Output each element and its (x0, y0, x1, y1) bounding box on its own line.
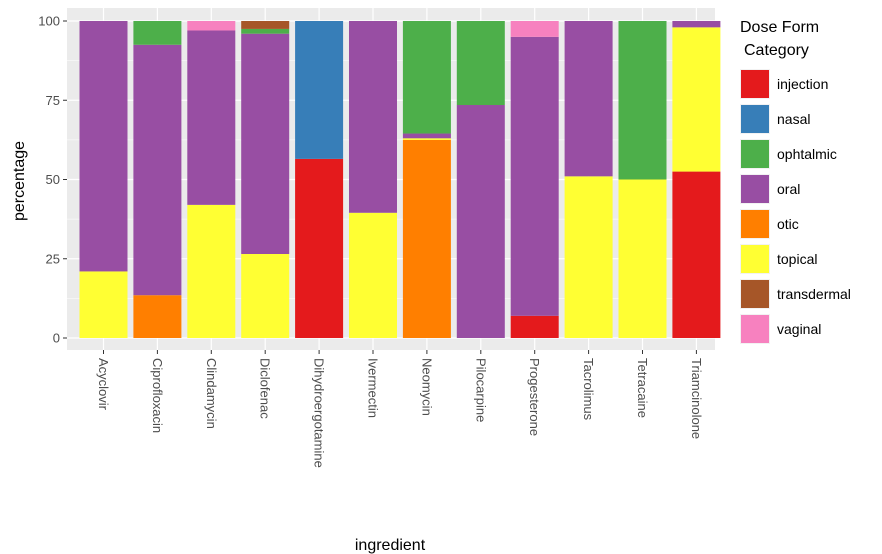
bar-ivermectin-topical (349, 212, 397, 338)
x-tick-label-ivermectin: Ivermectin (366, 358, 381, 418)
legend-swatch-injection (741, 70, 769, 98)
bar-tacrolimus-oral (564, 21, 613, 177)
bar-tetracaine-topical (618, 179, 667, 338)
legend-label-vaginal: vaginal (777, 321, 821, 337)
bar-ciprofloxacin-otic (133, 295, 182, 338)
bar-diclofenac-oral (241, 33, 290, 254)
x-tick-label-ciprofloxacin: Ciprofloxacin (150, 358, 165, 433)
legend-swatch-nasal (741, 105, 769, 133)
bar-diclofenac-ophtalmic (241, 28, 290, 34)
bar-ciprofloxacin-ophtalmic (133, 21, 182, 45)
bar-clindamycin-topical (187, 204, 236, 338)
legend-swatch-otic (741, 210, 769, 238)
bar-pilocarpine-ophtalmic (456, 21, 505, 106)
x-tick-label-clindamycin: Clindamycin (204, 358, 219, 429)
bar-neomycin-oral (402, 133, 451, 139)
y-tick-label: 75 (46, 93, 60, 108)
y-tick-label: 50 (46, 172, 60, 187)
y-tick-label: 100 (38, 14, 60, 29)
x-tick-label-neomycin: Neomycin (419, 358, 434, 416)
x-tick-label-dihydroergotamine: Dihydroergotamine (312, 358, 327, 468)
legend-swatch-vaginal (741, 315, 769, 343)
legend-label-nasal: nasal (777, 111, 810, 127)
legend-label-transdermal: transdermal (777, 286, 851, 302)
legend-items: injection nasal ophtalmic oral otic topical tr… (740, 69, 851, 344)
legend-label-injection: injection (777, 76, 828, 92)
x-tick-label-diclofenac: Diclofenac (258, 358, 273, 419)
legend-swatch-transdermal (741, 280, 769, 308)
x-tick-label-pilocarpine: Pilocarpine (473, 358, 488, 422)
bar-neomycin-otic (402, 139, 451, 338)
bar-progesterone-vaginal (510, 21, 559, 37)
bar-acyclovir-oral (79, 21, 128, 272)
bar-acyclovir-topical (79, 271, 128, 338)
legend-title-line-1: Dose Form (740, 19, 819, 36)
y-axis-title: percentage (11, 141, 28, 221)
x-tick-label-tetracaine: Tetracaine (635, 358, 650, 418)
x-axis-title: ingredient (355, 537, 426, 554)
bar-ivermectin-oral (349, 21, 397, 213)
y-tick-label: 0 (53, 331, 60, 346)
x-tick-label-progesterone: Progesterone (527, 358, 542, 436)
bar-clindamycin-oral (187, 30, 236, 205)
bar-tetracaine-ophtalmic (618, 21, 667, 180)
legend: Dose Form Category injection nasal ophtalm… (740, 19, 851, 344)
bar-ciprofloxacin-oral (133, 44, 182, 296)
legend-label-topical: topical (777, 251, 817, 267)
x-tick-label-tacrolimus: Tacrolimus (581, 358, 596, 421)
legend-swatch-topical (741, 245, 769, 273)
bar-neomycin-topical (402, 138, 451, 140)
bar-triamcinolone-oral (672, 21, 721, 28)
x-axis: Acyclovir Ciprofloxacin Clindamycin Diclofe… (96, 350, 704, 468)
x-tick-label-acyclovir: Acyclovir (96, 358, 111, 411)
y-tick-label: 25 (46, 251, 60, 266)
bar-progesterone-oral (510, 36, 559, 316)
bar-tacrolimus-topical (564, 176, 613, 338)
legend-swatch-ophtalmic (741, 140, 769, 168)
bar-diclofenac-transdermal (241, 21, 290, 29)
x-tick-label-triamcinolone: Triamcinolone (689, 358, 704, 439)
bar-neomycin-ophtalmic (402, 21, 451, 134)
y-axis: 0 25 50 75 100 (38, 14, 67, 346)
legend-swatch-oral (741, 175, 769, 203)
bar-pilocarpine-oral (456, 105, 505, 338)
bar-dihydroergotamine-injection (295, 158, 344, 338)
bars (79, 21, 721, 338)
bar-diclofenac-topical (241, 253, 290, 338)
legend-label-ophtalmic: ophtalmic (777, 146, 837, 162)
bar-triamcinolone-injection (672, 171, 721, 338)
bar-triamcinolone-topical (672, 27, 721, 172)
legend-title-line-2: Category (744, 42, 809, 59)
bar-dihydroergotamine-nasal (295, 21, 344, 159)
bar-progesterone-injection (510, 315, 559, 338)
legend-label-otic: otic (777, 216, 799, 232)
bar-clindamycin-vaginal (187, 21, 236, 31)
legend-label-oral: oral (777, 181, 800, 197)
